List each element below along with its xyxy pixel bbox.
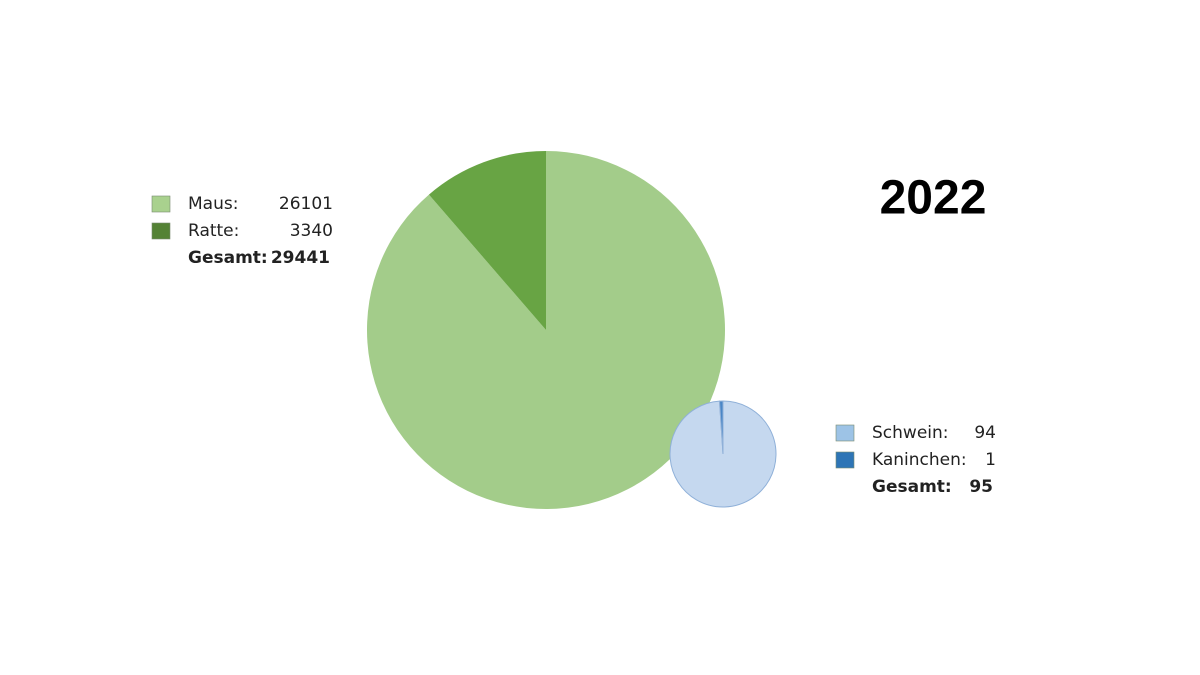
legend-value: 94 xyxy=(974,423,996,443)
total-value: 29441 xyxy=(271,248,330,268)
pie-slice xyxy=(718,400,724,455)
legend-value: 26101 xyxy=(279,194,333,214)
legend-swatch xyxy=(151,195,171,213)
legend-value: 3340 xyxy=(290,221,333,241)
pie-slice xyxy=(366,151,725,509)
legend-label: Kaninchen: xyxy=(872,450,967,470)
pie-slice xyxy=(428,151,546,330)
legend-swatch xyxy=(151,222,171,240)
chart-title: 2022 xyxy=(880,172,987,225)
total-value: 95 xyxy=(969,477,993,497)
total-label: Gesamt: xyxy=(872,477,952,497)
legend-label: Ratte: xyxy=(188,221,239,241)
legend-label: Schwein: xyxy=(872,423,949,443)
legend-label: Maus: xyxy=(188,194,238,214)
legend-value: 1 xyxy=(985,450,996,470)
legend-swatch xyxy=(835,424,855,442)
total-label: Gesamt: xyxy=(188,248,268,268)
legend-swatch xyxy=(835,451,855,469)
